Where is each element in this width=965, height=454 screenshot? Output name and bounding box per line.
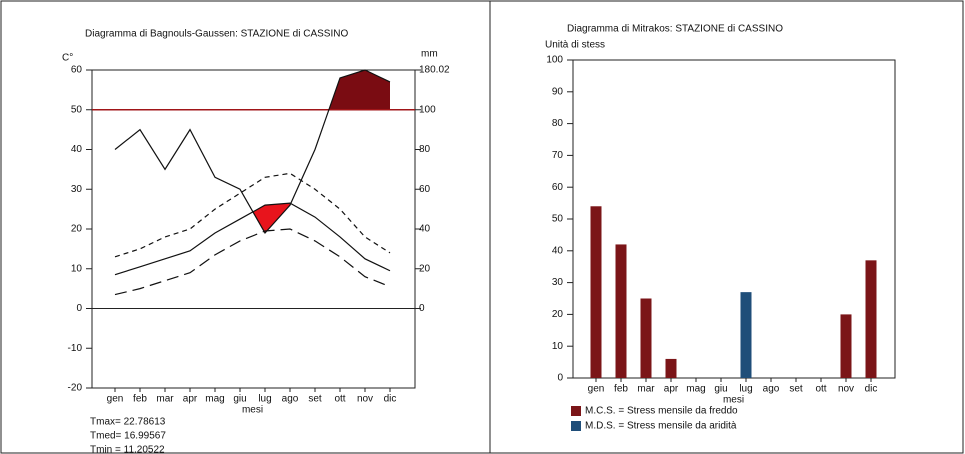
x-tick-label: apr (183, 394, 198, 405)
x-tick-label: set (789, 384, 803, 395)
plot-area (91, 69, 416, 389)
bar (740, 292, 752, 378)
x-tick-label: nov (357, 394, 373, 405)
y-tick-label: 10 (552, 341, 564, 352)
x-tick-label: lug (739, 384, 752, 395)
y-tick-label: -20 (68, 383, 83, 394)
y2-tick-label: 180.02 (419, 65, 450, 76)
series-line (114, 172, 391, 258)
y2-tick-label: 80 (419, 144, 431, 155)
x-tick-label: ago (763, 384, 780, 395)
y-tick-label: 80 (552, 118, 564, 129)
y-tick-label: 10 (71, 263, 83, 274)
legend-swatch (571, 406, 581, 416)
x-tick-label: apr (664, 384, 679, 395)
y-tick-label: -10 (68, 343, 83, 354)
legend-label: M.C.S. = Stress mensile da freddo (585, 406, 738, 417)
y-tick-label: 60 (552, 182, 564, 193)
y-tick-label: 90 (552, 86, 564, 97)
y-tick-label: 70 (552, 150, 564, 161)
annotation: Tmin = 11.20522 (90, 445, 165, 454)
y2-axis-label: mm (421, 49, 438, 60)
x-tick-label: lug (258, 394, 271, 405)
x-axis-label: mesi (242, 405, 263, 416)
x-tick-label: gen (107, 394, 124, 405)
y2-tick-label: 60 (419, 184, 431, 195)
y-axis-label: Unità di stess (545, 40, 605, 51)
y-tick-label: 0 (557, 373, 563, 384)
x-axis-label: mesi (723, 395, 744, 406)
x-tick-label: gen (588, 384, 605, 395)
bar (840, 314, 852, 378)
bar (665, 358, 677, 378)
y-tick-label: 50 (71, 104, 83, 115)
x-tick-label: nov (838, 384, 854, 395)
y2-tick-label: 40 (419, 224, 431, 235)
x-tick-label: mag (205, 394, 224, 405)
y2-tick-label: 20 (419, 263, 431, 274)
legend-swatch (571, 421, 581, 431)
x-tick-label: giu (233, 394, 246, 405)
y2-tick-label: 0 (419, 303, 425, 314)
humid-area (115, 70, 390, 110)
x-tick-label: mag (686, 384, 705, 395)
chart-title: Diagramma di Bagnouls-Gaussen: STAZIONE … (85, 29, 348, 40)
annotation: Tmed= 16.99567 (90, 431, 166, 442)
series-line (114, 69, 391, 234)
x-tick-label: giu (714, 384, 727, 395)
x-tick-label: dic (865, 384, 878, 395)
x-tick-label: mar (156, 394, 174, 405)
x-tick-label: ago (282, 394, 299, 405)
y-tick-label: 0 (76, 303, 82, 314)
x-tick-label: feb (133, 394, 147, 405)
y-tick-label: 30 (71, 184, 83, 195)
y-tick-label: 20 (71, 224, 83, 235)
x-tick-label: ott (334, 394, 345, 405)
series-line (114, 228, 391, 296)
bar (865, 260, 877, 378)
y2-tick-label: 100 (419, 104, 436, 115)
x-tick-label: set (308, 394, 322, 405)
y-tick-label: 30 (552, 277, 564, 288)
y-tick-label: 40 (71, 144, 83, 155)
y-tick-label: 100 (546, 55, 563, 66)
x-tick-label: mar (637, 384, 655, 395)
legend-label: M.D.S. = Stress mensile da aridità (585, 421, 737, 432)
bar (590, 206, 602, 378)
bar (640, 298, 652, 378)
x-tick-label: ott (815, 384, 826, 395)
y-tick-label: 20 (552, 309, 564, 320)
chart-title: Diagramma di Mitrakos: STAZIONE di CASSI… (567, 24, 783, 35)
y-tick-label: 60 (71, 65, 83, 76)
y-axis-label: C° (62, 53, 73, 64)
annotation: Tmax= 22.78613 (90, 417, 166, 428)
bar (615, 244, 627, 378)
x-tick-label: feb (614, 384, 628, 395)
x-tick-label: dic (384, 394, 397, 405)
y-tick-label: 50 (552, 214, 564, 225)
y-tick-label: 40 (552, 245, 564, 256)
